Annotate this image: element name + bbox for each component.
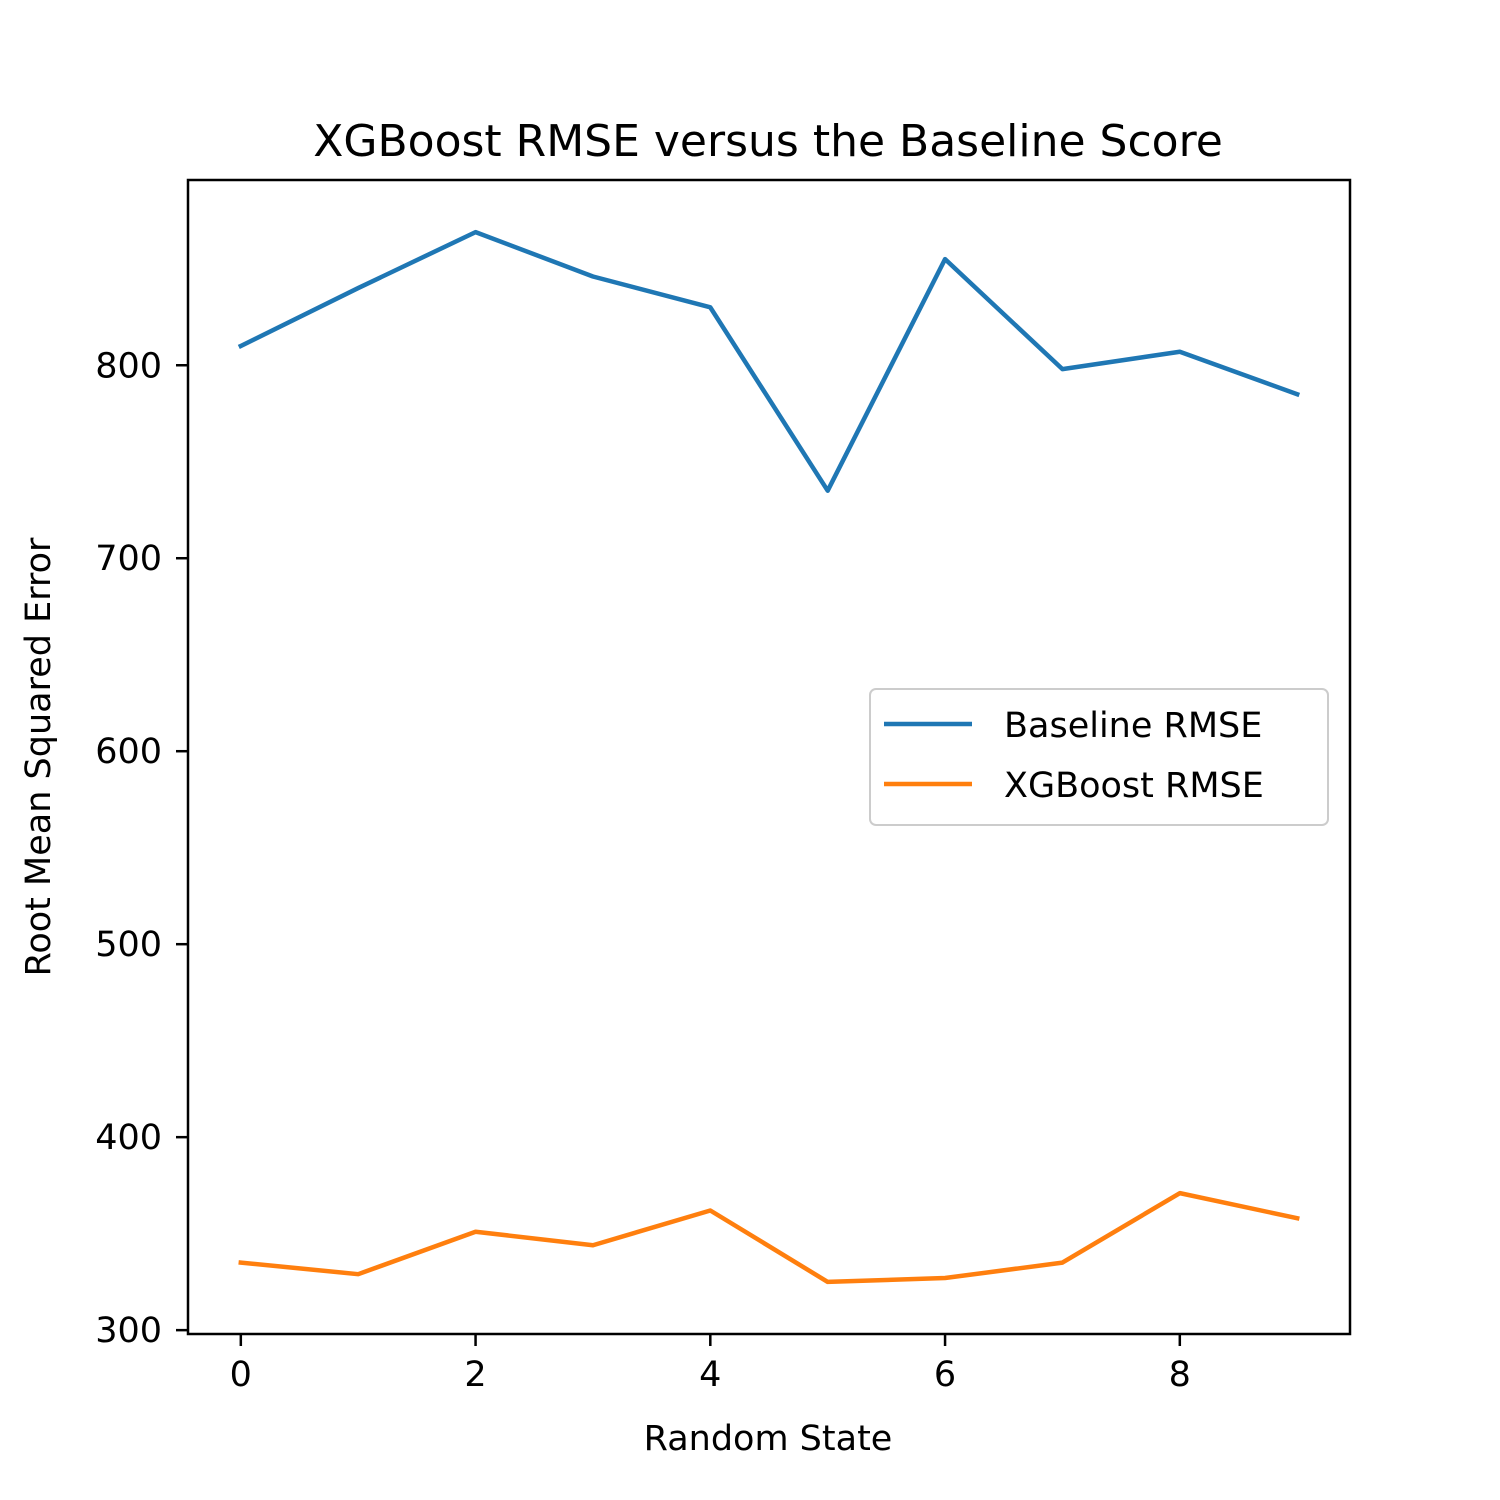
y-tick-label: 800 (95, 346, 162, 386)
x-tick-label: 0 (230, 1355, 252, 1395)
y-tick-label: 700 (95, 539, 162, 579)
series-layer (237, 229, 1301, 1285)
y-tick-label: 300 (95, 1311, 162, 1351)
plot-frame (186, 178, 1352, 1336)
legend-label-xgboost: XGBoost RMSE (1004, 766, 1264, 806)
y-tick-label: 600 (95, 732, 162, 772)
y-tick-label: 400 (95, 1118, 162, 1158)
y-axis-ticks: 300 400 500 600 700 800 (95, 346, 188, 1351)
x-tick-label: 8 (1169, 1355, 1191, 1395)
series-line-xgboost-rmse (238, 1190, 1300, 1285)
x-tick-label: 4 (699, 1355, 721, 1395)
x-axis-ticks: 0 2 4 6 8 (230, 1334, 1191, 1395)
legend: Baseline RMSE XGBoost RMSE (869, 688, 1329, 826)
x-tick-label: 2 (464, 1355, 486, 1395)
legend-box (869, 688, 1329, 826)
x-axis-label: Random State (644, 1419, 893, 1459)
x-tick-label: 6 (934, 1355, 956, 1395)
series-line-baseline-rmse (237, 229, 1301, 493)
y-axis-label: Root Mean Squared Error (19, 537, 59, 976)
chart-title: XGBoost RMSE versus the Baseline Score (313, 116, 1223, 167)
y-tick-label: 500 (95, 925, 162, 965)
legend-label-baseline: Baseline RMSE (1004, 706, 1262, 746)
